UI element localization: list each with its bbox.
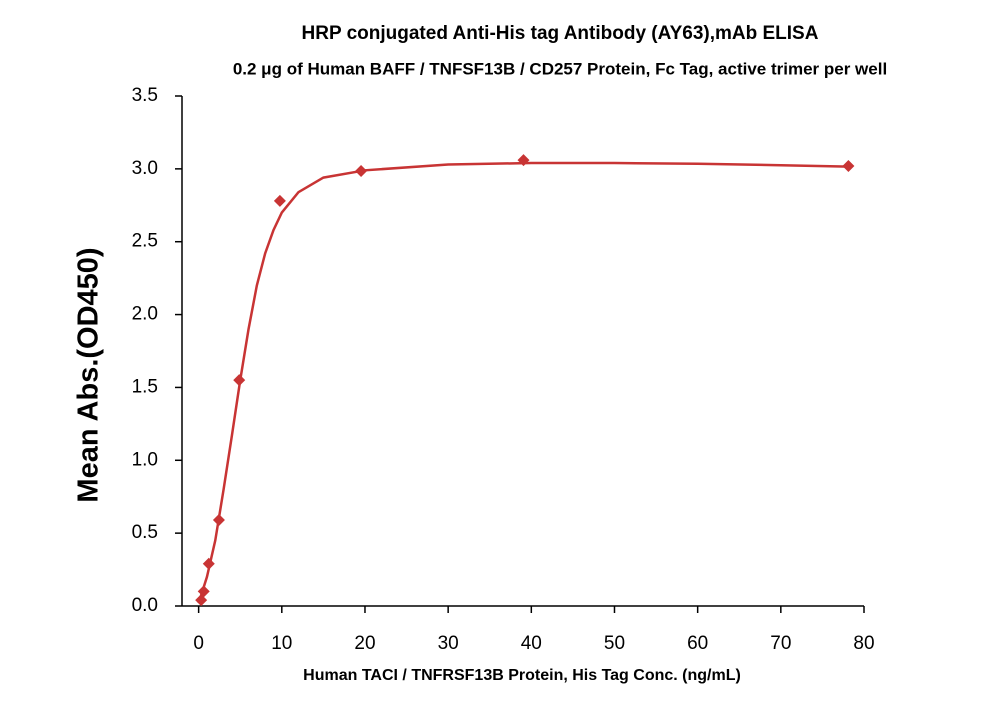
- data-point: [842, 159, 855, 172]
- x-tick-label: 70: [770, 633, 791, 654]
- data-point: [197, 585, 210, 598]
- y-tick-label: 3.5: [132, 85, 158, 106]
- chart-subtitle: 0.2 μg of Human BAFF / TNFSF13B / CD257 …: [233, 59, 887, 78]
- y-axis-label: Mean Abs.(OD450): [73, 247, 105, 502]
- x-tick-label: 60: [687, 633, 708, 654]
- x-tick-label: 80: [853, 633, 874, 654]
- y-tick-label: 1.0: [132, 449, 158, 470]
- data-point: [195, 594, 208, 607]
- y-tick-label: 2.0: [132, 304, 158, 325]
- y-tick-label: 0.5: [132, 522, 158, 543]
- x-tick-label: 40: [521, 633, 542, 654]
- data-point: [273, 194, 286, 207]
- x-tick-label: 0: [193, 633, 204, 654]
- x-tick-label: 50: [604, 633, 625, 654]
- x-tick-label: 20: [354, 633, 375, 654]
- fit-curve: [197, 161, 849, 604]
- data-point: [202, 557, 215, 570]
- data-point: [355, 165, 368, 178]
- y-tick-label: 0.0: [132, 595, 158, 616]
- y-tick-label: 1.5: [132, 376, 158, 397]
- x-tick-label: 10: [271, 633, 292, 654]
- y-tick-label: 2.5: [132, 231, 158, 252]
- chart-title: HRP conjugated Anti-His tag Antibody (AY…: [302, 23, 819, 44]
- x-axis-label: Human TACI / TNFRSF13B Protein, His Tag …: [303, 667, 741, 684]
- data-point: [233, 374, 246, 387]
- y-tick-label: 3.0: [132, 158, 158, 179]
- data-point: [212, 514, 225, 527]
- data-point: [517, 154, 530, 167]
- x-tick-label: 30: [438, 633, 459, 654]
